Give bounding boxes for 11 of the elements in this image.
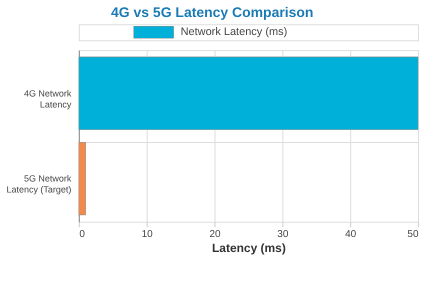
y-tick-label: 4G Network Latency [24,88,72,110]
x-tick-label: 10 [142,229,154,240]
x-tick-label: 0 [79,229,86,240]
x-tick-label: 40 [345,229,357,240]
chart-title: 4G vs 5G Latency Comparison [111,4,314,20]
legend-label: Network Latency (ms) [180,26,288,38]
x-tick-label: 30 [277,229,289,240]
x-tick-label: 20 [209,229,221,240]
x-tick-label: 50 [407,229,419,240]
x-axis-title: Latency (ms) [212,241,286,256]
y-tick-label: 5G Network Latency (Target) [6,174,72,195]
